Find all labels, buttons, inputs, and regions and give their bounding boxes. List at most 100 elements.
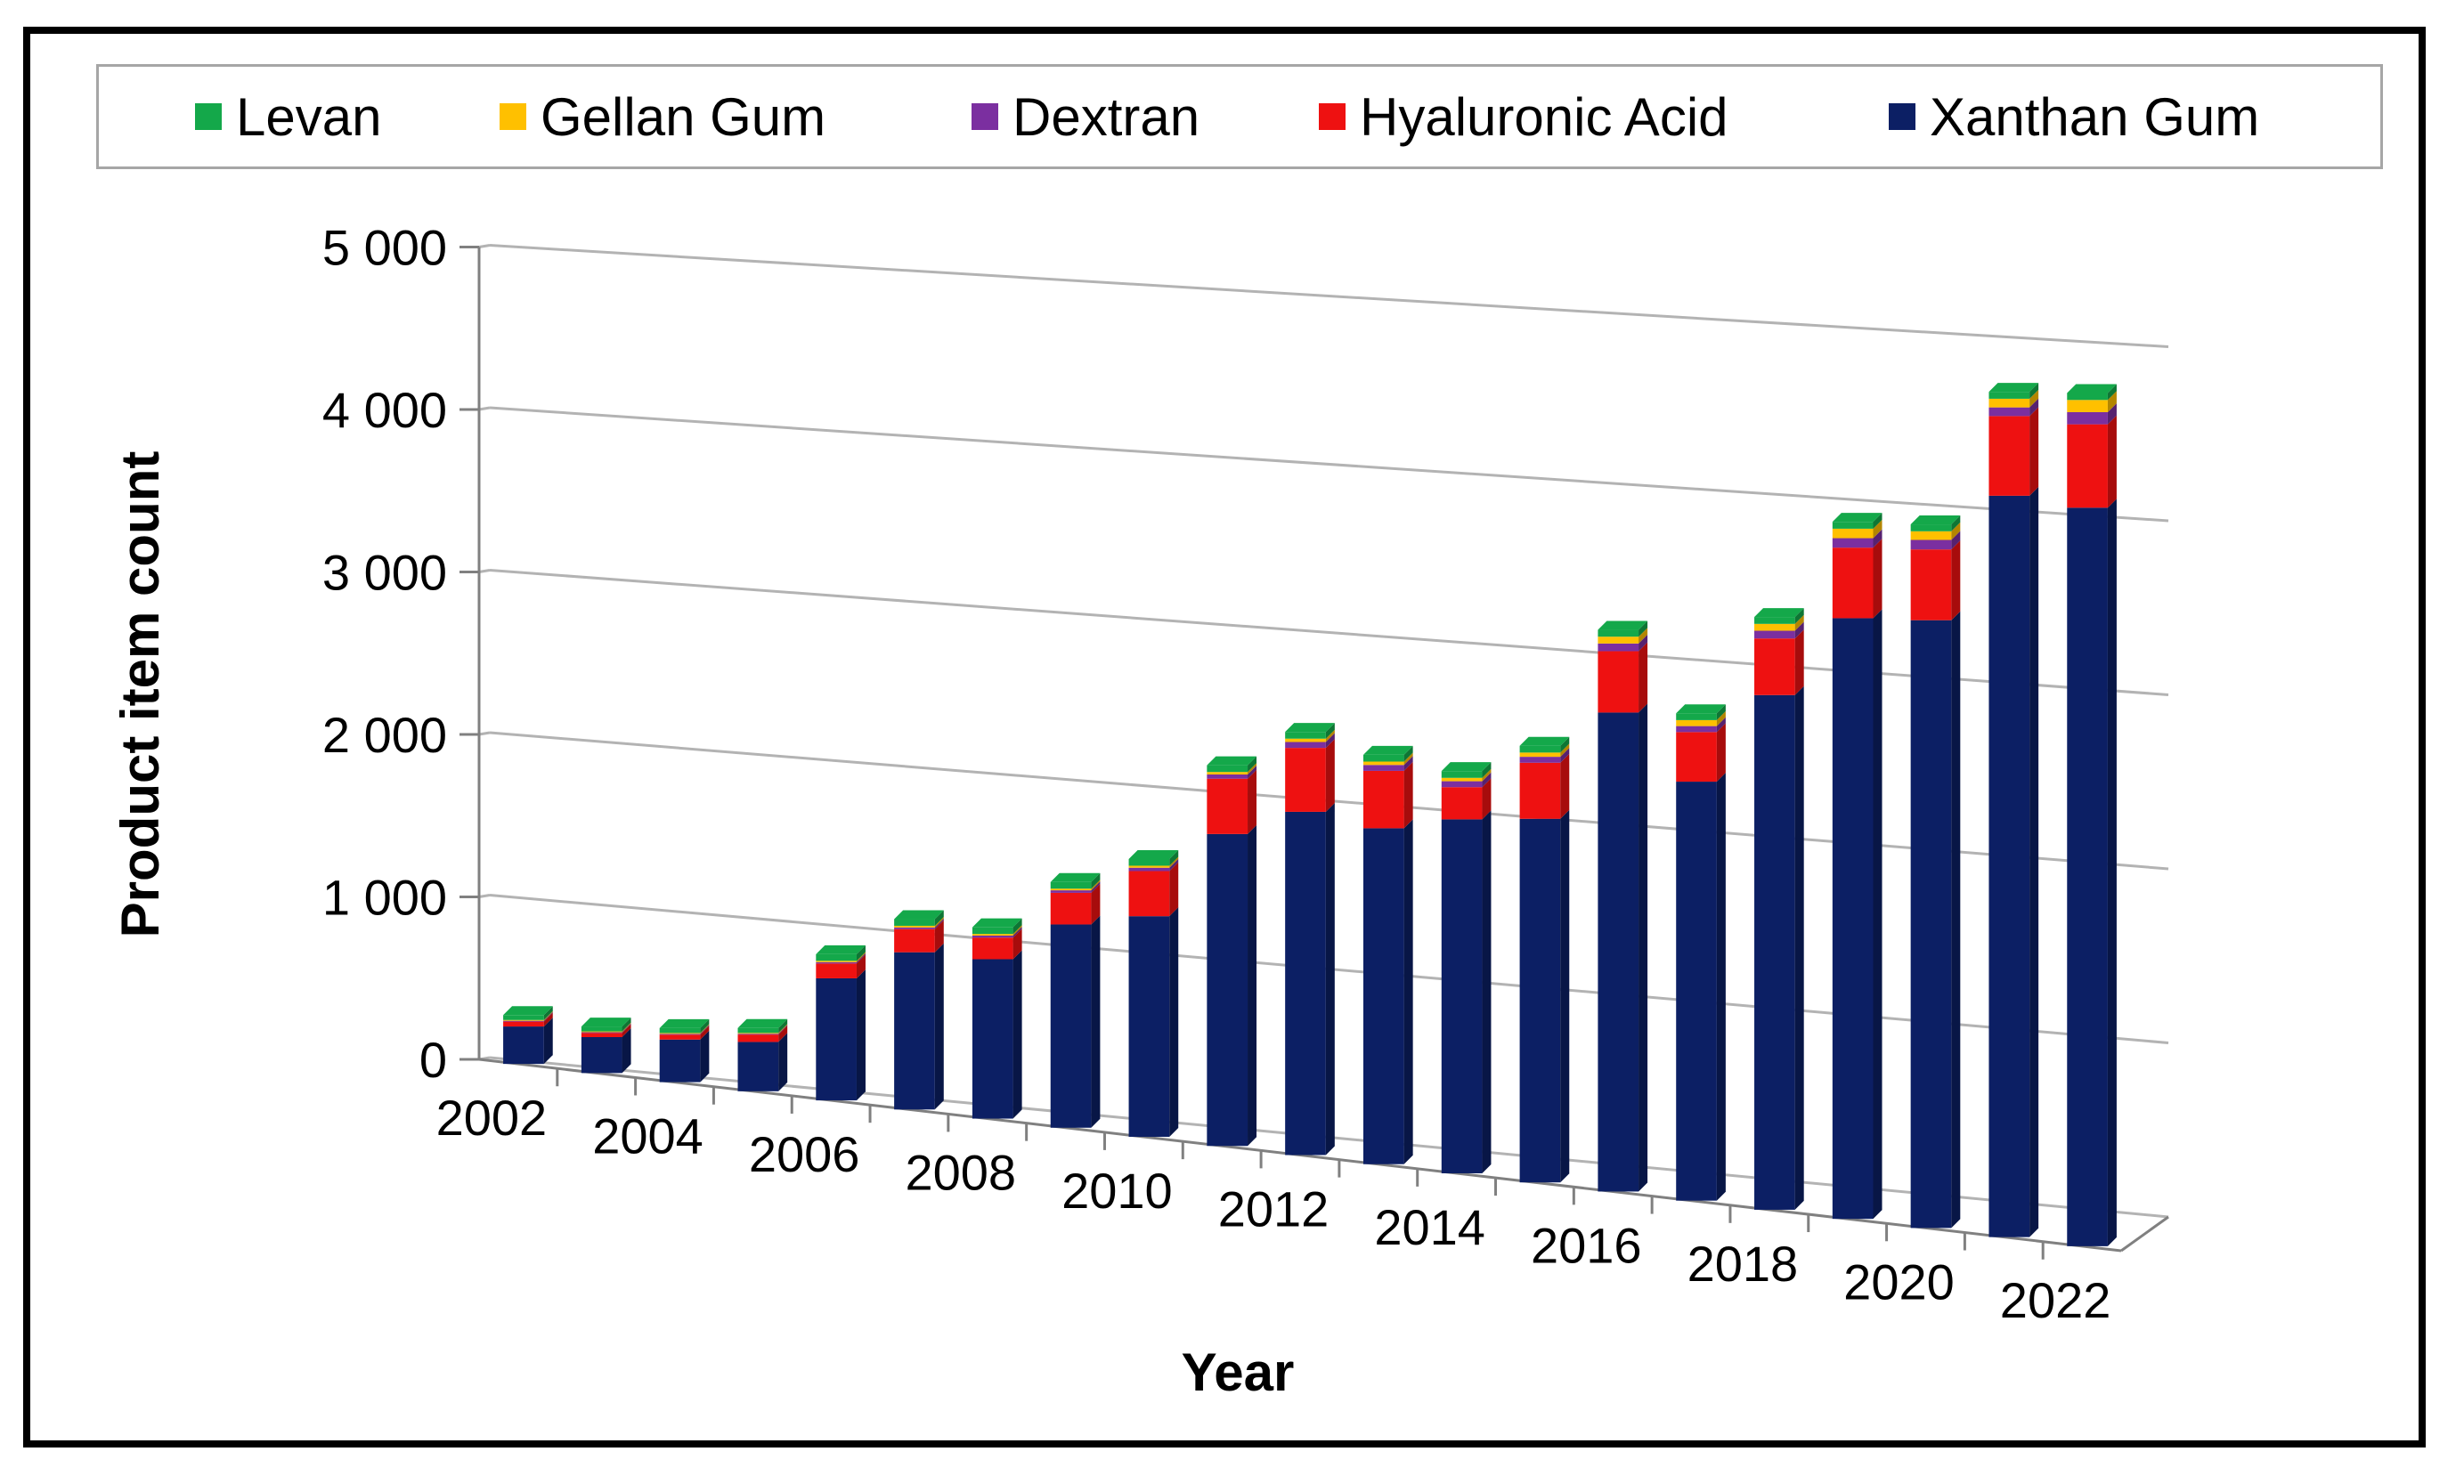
bar-top-2012	[1285, 723, 1335, 733]
gridline-3	[489, 569, 2169, 696]
bar-2011-levan	[1207, 765, 1248, 773]
bar-side-2006-2	[856, 953, 866, 964]
bar-side-2010-0	[1169, 907, 1179, 1138]
bar-side-2015-1	[1560, 753, 1570, 819]
bar-2021-gellan-gum	[1988, 398, 2030, 408]
bar-side-2004-4	[700, 1018, 710, 1034]
bar-side-2009-1	[1091, 883, 1101, 925]
bar-top-2007	[894, 910, 944, 920]
y-tick-label-3: 3 000	[322, 545, 447, 601]
bar-2018-hyaluronic-acid	[1754, 638, 1795, 695]
bar-2022-hyaluronic-acid	[2067, 424, 2108, 508]
bar-2018-gellan-gum	[1754, 623, 1795, 631]
bar-2012-levan	[1285, 732, 1326, 739]
bar-2002-dextran	[503, 1020, 544, 1022]
bar-side-2012-2	[1325, 733, 1335, 749]
bar-2005-hyaluronic-acid	[737, 1034, 779, 1042]
bar-side-2004-0	[700, 1030, 710, 1083]
bar-2009-xanthan-gum	[1050, 924, 1092, 1128]
bar-side-2005-1	[778, 1026, 788, 1042]
legend-swatch-xanthan-gum	[1889, 103, 1915, 130]
bar-2017-dextran	[1676, 726, 1717, 733]
bar-2022-xanthan-gum	[2067, 507, 2108, 1246]
x-tick-label-2022: 2022	[2000, 1272, 2111, 1328]
bar-2005-gellan-gum	[737, 1033, 779, 1034]
bar-2006-levan	[816, 953, 857, 961]
bar-2017-gellan-gum	[1676, 719, 1717, 726]
bar-2010-hyaluronic-acid	[1128, 871, 1170, 917]
bar-side-2022-4	[2107, 384, 2117, 401]
bar-side-2017-2	[1716, 717, 1726, 733]
bar-2018-dextran	[1754, 630, 1795, 639]
bar-2017-levan	[1676, 713, 1717, 720]
bar-2004-gellan-gum	[659, 1033, 701, 1034]
gridline-4	[489, 406, 2169, 523]
bar-side-2020-2	[1951, 531, 1961, 550]
bar-2006-dextran	[816, 961, 857, 964]
bar-side-2022-1	[2107, 415, 2117, 508]
x-tick-label-2002: 2002	[436, 1090, 548, 1146]
bar-2008-hyaluronic-acid	[972, 937, 1013, 960]
bar-side-2005-2	[778, 1025, 788, 1035]
bar-side-2013-4	[1403, 745, 1413, 762]
bar-2012-hyaluronic-acid	[1285, 748, 1326, 812]
bar-2020-hyaluronic-acid	[1910, 549, 1952, 620]
bar-2007-hyaluronic-acid	[894, 929, 935, 953]
bar-2011-xanthan-gum	[1207, 833, 1248, 1147]
bar-side-2003-4	[622, 1018, 631, 1032]
bar-2020-gellan-gum	[1910, 531, 1952, 540]
bar-side-2005-4	[778, 1018, 788, 1034]
bar-top-2010	[1128, 849, 1179, 859]
bar-side-2002-1	[543, 1012, 553, 1027]
bar-side-2013-0	[1403, 819, 1413, 1164]
bar-side-2015-4	[1560, 736, 1570, 753]
bar-2014-levan	[1441, 771, 1483, 778]
bar-2010-gellan-gum	[1128, 865, 1170, 868]
bar-2003-dextran	[581, 1032, 622, 1034]
bar-side-2006-0	[856, 969, 866, 1101]
bar-side-2016-4	[1639, 620, 1648, 637]
bar-side-2008-0	[1012, 950, 1022, 1119]
x-tick-label-2020: 2020	[1843, 1253, 1955, 1310]
legend-item-gellan-gum: Gellan Gum	[500, 67, 825, 166]
bar-side-2012-4	[1325, 723, 1335, 739]
bar-side-2011-4	[1248, 756, 1257, 773]
gridline-depth-5	[478, 244, 491, 248]
bar-2014-xanthan-gum	[1441, 819, 1483, 1173]
bar-side-2007-2	[934, 918, 944, 929]
bar-2016-hyaluronic-acid	[1598, 651, 1639, 713]
bar-2016-gellan-gum	[1598, 637, 1639, 644]
bar-2015-hyaluronic-acid	[1519, 762, 1561, 819]
bar-2011-hyaluronic-acid	[1207, 778, 1248, 834]
bar-2015-gellan-gum	[1519, 752, 1561, 758]
bar-2007-gellan-gum	[894, 925, 935, 928]
legend-label-hyaluronic-acid: Hyaluronic Acid	[1360, 86, 1728, 147]
bar-side-2016-0	[1639, 703, 1648, 1192]
bar-2008-xanthan-gum	[972, 959, 1013, 1119]
bar-2016-dextran	[1598, 643, 1639, 652]
x-tick-label-2006: 2006	[749, 1126, 860, 1182]
bar-side-2015-2	[1560, 748, 1570, 763]
x-tick-label-2010: 2010	[1061, 1163, 1173, 1219]
bar-side-2011-3	[1248, 763, 1257, 774]
bar-2005-xanthan-gum	[737, 1042, 779, 1091]
x-tick-label-2004: 2004	[592, 1108, 703, 1164]
bar-side-2013-1	[1403, 761, 1413, 829]
bar-2004-hyaluronic-acid	[659, 1034, 701, 1040]
bar-2007-xanthan-gum	[894, 952, 935, 1110]
bar-top-2019	[1832, 513, 1883, 523]
bar-side-2006-3	[856, 952, 866, 962]
bar-side-2005-3	[778, 1024, 788, 1034]
bar-top-2003	[581, 1018, 631, 1027]
bar-side-2020-0	[1951, 611, 1961, 1229]
bar-side-2014-2	[1482, 772, 1492, 788]
bar-2019-dextran	[1832, 538, 1874, 548]
bar-2012-xanthan-gum	[1285, 811, 1326, 1156]
bar-2019-hyaluronic-acid	[1832, 547, 1874, 619]
bar-2008-dextran	[972, 935, 1013, 938]
bar-side-2021-2	[2029, 398, 2039, 417]
x-tick-label-2016: 2016	[1531, 1217, 1642, 1273]
bar-side-2010-2	[1169, 858, 1179, 872]
bar-side-2022-2	[2107, 402, 2117, 425]
